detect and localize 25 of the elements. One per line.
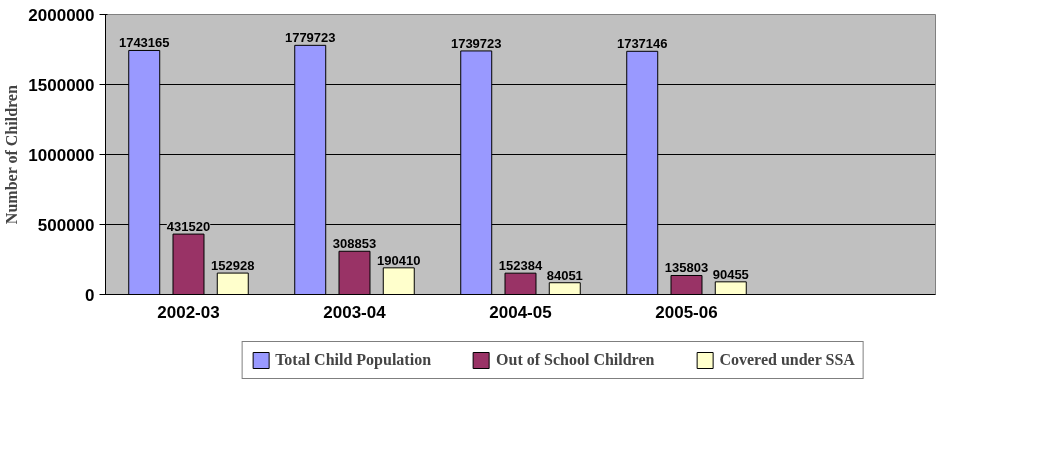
data-label: 1743165 [118, 35, 170, 51]
y-tick-label: 0 [85, 285, 95, 305]
data-label: 1737146 [616, 36, 668, 52]
x-tick-label: 2003-04 [323, 302, 387, 322]
data-label: 1739723 [450, 35, 502, 51]
legend-label: Total Child Population [275, 351, 432, 369]
data-label: 84051 [546, 267, 583, 283]
y-tick-label: 1000000 [28, 145, 95, 165]
x-tick-label: 2002-03 [157, 302, 220, 322]
y-tick-label: 500000 [37, 215, 95, 235]
data-label: 190410 [377, 252, 421, 268]
data-label: 152384 [498, 258, 543, 274]
data-label: 308853 [332, 236, 377, 252]
y-tick-label: 1500000 [28, 75, 95, 95]
x-tick-label: 2005-06 [655, 302, 718, 322]
data-label: 90455 [712, 266, 749, 282]
legend-label: Out of School Children [496, 351, 655, 369]
data-label: 1779723 [284, 30, 336, 46]
legend-label: Covered under SSA [719, 351, 855, 369]
data-label: 152928 [211, 258, 255, 274]
y-axis-title: Number of Children [3, 85, 21, 225]
data-label: 135803 [664, 260, 709, 276]
y-tick-label: 2000000 [28, 5, 95, 25]
data-label: 431520 [166, 219, 211, 235]
x-tick-label: 2004-05 [489, 302, 552, 322]
